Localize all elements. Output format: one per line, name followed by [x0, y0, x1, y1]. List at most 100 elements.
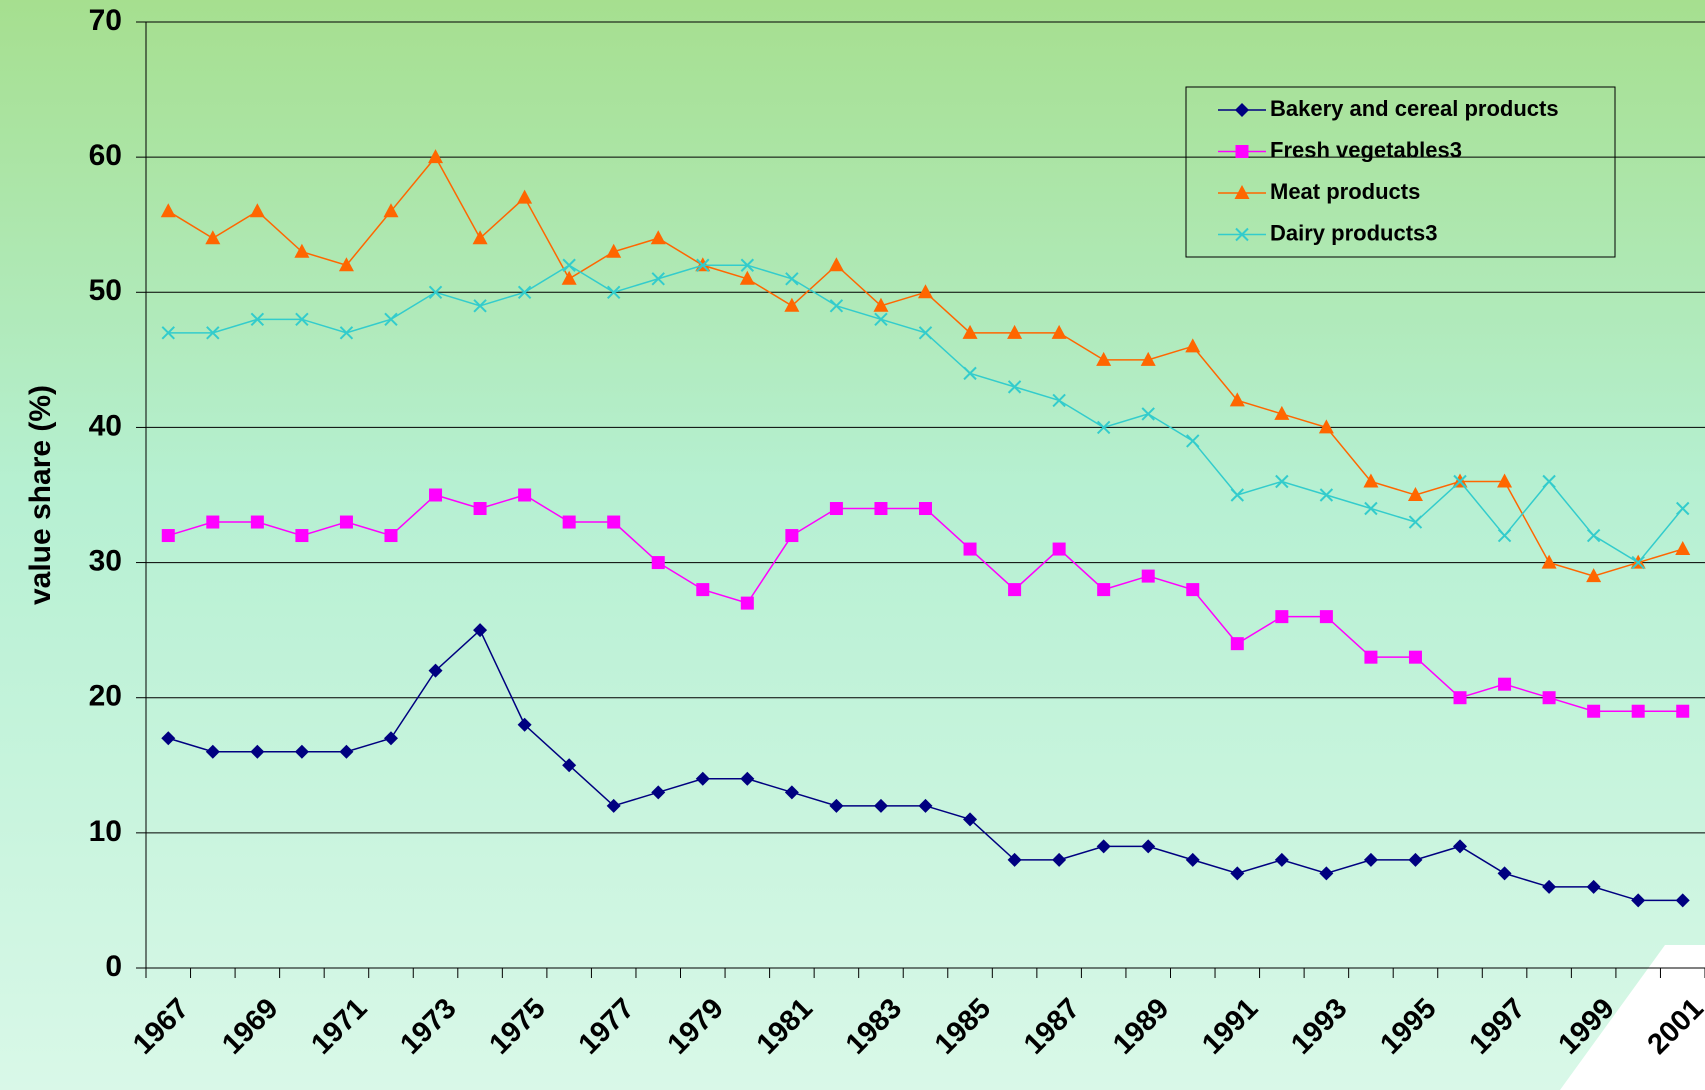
marker: [1275, 610, 1289, 624]
marker: [963, 812, 978, 827]
marker: [562, 758, 577, 773]
marker: [339, 515, 353, 529]
marker: [785, 272, 799, 286]
marker: [873, 297, 889, 312]
marker: [1141, 569, 1155, 583]
marker: [1007, 852, 1022, 867]
marker: [383, 203, 399, 218]
marker: [384, 529, 398, 543]
marker: [1140, 351, 1156, 366]
marker: [696, 583, 710, 597]
marker: [1230, 866, 1245, 881]
marker: [740, 596, 754, 610]
marker: [740, 258, 755, 272]
y-tick-label: 30: [89, 544, 122, 577]
marker: [963, 366, 977, 381]
marker: [1052, 852, 1067, 867]
marker: [250, 312, 265, 327]
marker: [384, 312, 398, 327]
marker: [1408, 515, 1423, 529]
marker: [205, 230, 221, 245]
marker: [1408, 650, 1422, 664]
legend-label: Dairy products3: [1270, 220, 1438, 245]
marker: [1631, 704, 1645, 718]
marker: [1318, 419, 1334, 434]
marker: [517, 189, 533, 204]
marker: [919, 502, 932, 516]
marker: [1096, 420, 1111, 435]
marker: [160, 203, 176, 218]
marker: [1051, 324, 1067, 339]
marker: [561, 270, 577, 285]
corner: [1560, 945, 1705, 1090]
marker: [1185, 852, 1200, 867]
marker: [1587, 704, 1601, 718]
marker: [473, 502, 487, 516]
marker: [473, 299, 487, 313]
marker: [1676, 704, 1690, 718]
marker: [1007, 380, 1022, 394]
marker: [784, 297, 800, 312]
marker: [1542, 879, 1557, 894]
marker: [206, 326, 220, 340]
marker: [1542, 474, 1556, 489]
marker: [607, 515, 621, 529]
marker: [250, 744, 265, 759]
marker: [1497, 473, 1513, 488]
marker: [1453, 691, 1467, 705]
marker: [829, 299, 844, 313]
marker: [1363, 473, 1379, 488]
marker: [473, 623, 488, 638]
marker: [1185, 338, 1201, 353]
marker: [1230, 637, 1244, 651]
marker: [606, 285, 621, 299]
marker: [429, 488, 443, 502]
legend-label: Bakery and cereal products: [1270, 96, 1559, 121]
marker: [606, 243, 622, 258]
marker: [918, 326, 933, 340]
y-tick-label: 40: [89, 409, 122, 442]
marker: [874, 312, 888, 327]
marker: [339, 326, 354, 340]
marker: [739, 270, 755, 285]
marker: [1497, 528, 1512, 543]
marker: [1235, 145, 1249, 158]
marker: [1363, 852, 1378, 867]
y-axis-label: value share (%): [24, 385, 57, 605]
marker: [1096, 351, 1112, 366]
marker: [249, 203, 265, 218]
marker: [1676, 501, 1690, 516]
marker: [1275, 474, 1289, 489]
marker: [1542, 691, 1556, 705]
marker: [1096, 839, 1111, 854]
marker: [472, 230, 488, 245]
marker: [829, 798, 844, 813]
y-tick-label: 20: [89, 680, 122, 713]
legend-box: [1185, 86, 1616, 258]
marker: [338, 257, 354, 272]
marker: [829, 502, 843, 516]
marker: [1235, 227, 1249, 242]
y-tick-label: 10: [89, 815, 122, 848]
marker: [651, 556, 665, 570]
legend-label: Fresh vegetables3: [1270, 137, 1462, 162]
marker: [205, 744, 220, 759]
marker: [1007, 324, 1023, 339]
marker: [963, 542, 977, 556]
marker: [161, 326, 175, 340]
marker: [1407, 487, 1423, 501]
y-tick-label: 70: [89, 4, 122, 37]
marker: [918, 798, 933, 813]
marker: [295, 312, 309, 327]
marker: [1675, 893, 1690, 908]
marker: [1364, 501, 1378, 516]
marker: [918, 284, 933, 299]
marker: [161, 529, 175, 543]
marker: [874, 502, 888, 516]
marker: [562, 258, 576, 272]
marker: [695, 771, 710, 786]
marker: [1235, 103, 1249, 117]
y-tick-label: 0: [105, 950, 122, 983]
marker: [294, 243, 310, 258]
marker: [1052, 542, 1066, 556]
